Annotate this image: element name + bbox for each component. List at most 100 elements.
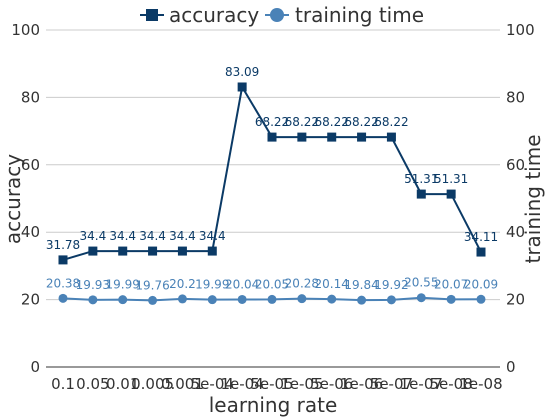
y-axis-title-left: accuracy: [1, 154, 25, 244]
grid-lines: [46, 29, 500, 301]
data-label-accuracy: 34.11: [464, 230, 498, 244]
data-label-accuracy: 68.22: [255, 115, 289, 129]
y-tick-label-right: 40: [506, 223, 525, 241]
data-label-training-time: 19.84: [344, 278, 378, 292]
legend-marker-accuracy: [146, 9, 158, 21]
x-tick-label: 0.1: [51, 375, 75, 393]
x-tick-label: 1e-04: [221, 375, 264, 393]
y-tick-label-left: 40: [21, 223, 40, 241]
series-layer: [58, 82, 486, 305]
legend-label-accuracy: accuracy: [169, 3, 259, 27]
x-axis-title: learning rate: [209, 393, 338, 417]
data-label-accuracy: 68.22: [374, 115, 408, 129]
data-point-accuracy: [386, 132, 396, 142]
y-tick-label-left: 60: [21, 156, 40, 174]
data-label-training-time: 19.92: [374, 278, 408, 292]
data-label-training-time: 20.55: [404, 276, 438, 290]
x-tick-label: 0.05: [76, 375, 109, 393]
data-label-accuracy: 34.4: [169, 229, 196, 243]
data-point-accuracy: [148, 246, 158, 256]
data-point-training-time: [237, 294, 247, 304]
data-label-accuracy: 34.4: [199, 229, 226, 243]
data-point-accuracy: [207, 246, 217, 256]
data-point-accuracy: [237, 82, 247, 92]
data-point-training-time: [416, 293, 426, 303]
y-axis-title-right: training time: [521, 134, 545, 263]
data-label-training-time: 20.09: [464, 277, 498, 291]
data-point-training-time: [446, 294, 456, 304]
y-tick-label-right: 60: [506, 156, 525, 174]
x-tick-label: 0.01: [106, 375, 139, 393]
data-point-training-time: [177, 294, 187, 304]
data-label-training-time: 20.07: [434, 277, 468, 291]
data-label-training-time: 19.76: [135, 278, 169, 292]
x-tick-label: 1e-06: [340, 375, 383, 393]
x-tick-label: 5e-04: [191, 375, 234, 393]
legend-item-training-time[interactable]: training time: [265, 3, 424, 27]
x-tick-label: 0.005: [131, 375, 174, 393]
data-point-accuracy: [267, 132, 277, 142]
data-point-accuracy: [88, 246, 98, 256]
data-point-training-time: [118, 295, 128, 305]
data-point-training-time: [148, 295, 158, 305]
data-point-training-time: [58, 293, 68, 303]
data-label-accuracy: 34.4: [139, 229, 166, 243]
data-label-training-time: 20.14: [315, 277, 349, 291]
data-point-accuracy: [297, 132, 307, 142]
x-tick-label: 1e-05: [280, 375, 323, 393]
legend: accuracy training time: [140, 3, 424, 27]
data-label-training-time: 19.99: [195, 278, 229, 292]
data-label-training-time: 19.93: [76, 278, 110, 292]
data-point-training-time: [207, 295, 217, 305]
data-label-accuracy: 34.4: [109, 229, 136, 243]
legend-marker-training-time: [270, 8, 284, 22]
data-label-accuracy: 34.4: [79, 229, 106, 243]
data-label-training-time: 20.38: [46, 276, 80, 290]
data-label-training-time: 20.05: [255, 277, 289, 291]
data-label-training-time: 20.04: [225, 277, 259, 291]
data-point-accuracy: [446, 189, 456, 199]
x-tick-label: 5e-06: [310, 375, 353, 393]
data-label-training-time: 20.28: [285, 277, 319, 291]
x-tick-label: 5e-05: [250, 375, 293, 393]
data-label-accuracy: 31.78: [46, 238, 80, 252]
data-point-training-time: [386, 295, 396, 305]
axes: 0 0 20 20 40 40 60 60 80 80 100 100 0.1 0.050.010.005…: [11, 21, 534, 393]
data-label-accuracy: 68.22: [344, 115, 378, 129]
data-point-accuracy: [416, 189, 426, 199]
data-point-training-time: [327, 294, 337, 304]
data-label-training-time: 19.99: [106, 278, 140, 292]
x-tick-label: 1e-07: [400, 375, 443, 393]
y-tick-label-left: 20: [21, 291, 40, 309]
data-label-training-time: 20.2: [169, 277, 196, 291]
data-point-accuracy: [327, 132, 337, 142]
data-point-accuracy: [58, 255, 68, 265]
data-label-accuracy: 51.31: [434, 172, 468, 186]
x-tick-label: 0.001: [161, 375, 204, 393]
data-point-accuracy: [177, 246, 187, 256]
x-tick-label: 1e-08: [459, 375, 502, 393]
y-tick-label-right: 0: [506, 358, 516, 376]
y-tick-label-left: 100: [11, 21, 40, 39]
y-tick-label-left: 0: [30, 358, 40, 376]
data-label-accuracy: 68.22: [315, 115, 349, 129]
legend-label-training-time: training time: [295, 3, 424, 27]
y-tick-label-right: 80: [506, 88, 525, 106]
data-label-accuracy: 83.09: [225, 65, 259, 79]
data-point-accuracy: [357, 132, 367, 142]
data-point-accuracy: [118, 246, 128, 256]
data-point-training-time: [357, 295, 367, 305]
data-label-accuracy: 51.31: [404, 172, 438, 186]
data-label-accuracy: 68.22: [285, 115, 319, 129]
data-point-accuracy: [476, 247, 486, 257]
data-point-training-time: [88, 295, 98, 305]
data-point-training-time: [297, 294, 307, 304]
x-tick-label: 5e-07: [370, 375, 413, 393]
data-point-training-time: [267, 294, 277, 304]
y-tick-label-right: 100: [506, 21, 535, 39]
legend-item-accuracy[interactable]: accuracy: [140, 3, 259, 27]
data-point-training-time: [476, 294, 486, 304]
x-tick-label: 5e-08: [430, 375, 473, 393]
